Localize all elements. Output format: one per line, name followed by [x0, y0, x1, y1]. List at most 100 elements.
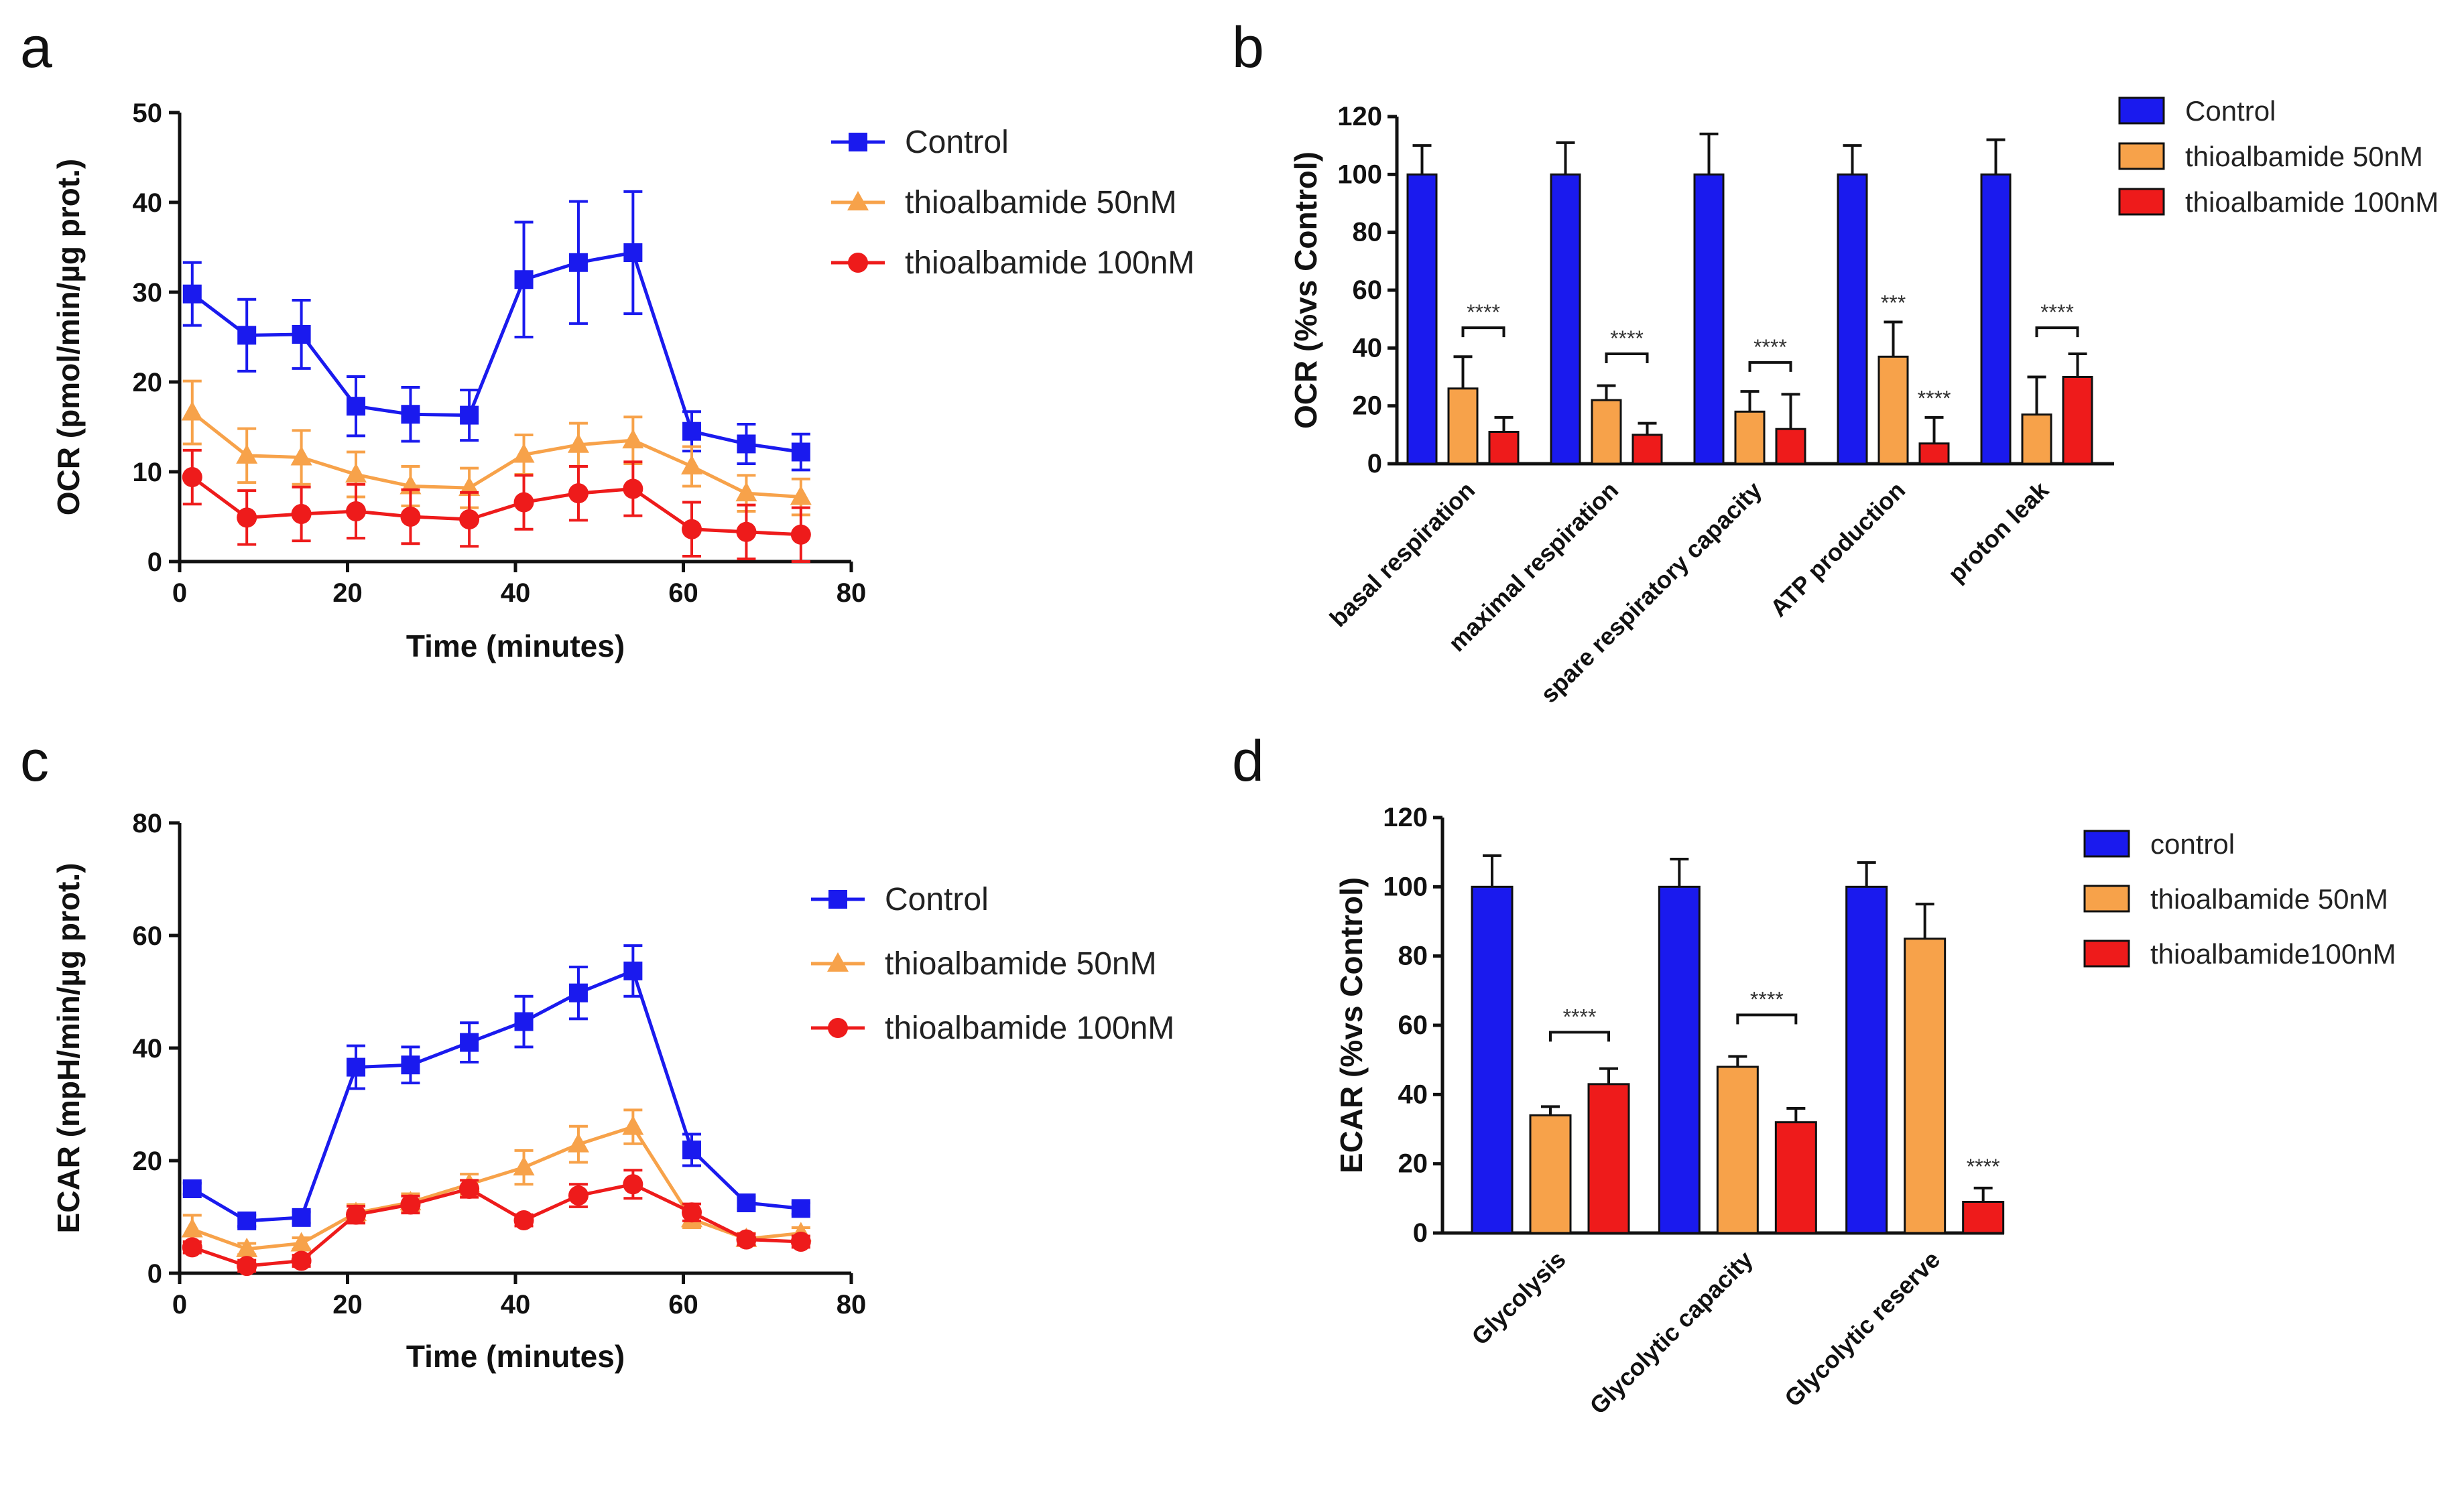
bar-control	[1837, 173, 1868, 465]
bar-thio50	[1904, 937, 1947, 1234]
bar-thio100	[1775, 428, 1806, 465]
series-line	[191, 1124, 802, 1251]
series-thio100	[182, 448, 811, 563]
series-line	[191, 251, 802, 454]
bar-thio50	[1591, 399, 1622, 465]
data-point	[237, 507, 257, 528]
data-point	[682, 422, 702, 441]
x-tick-label: 0	[172, 578, 187, 608]
data-point	[736, 1229, 757, 1250]
significance-bracket	[1605, 352, 1649, 363]
y-tick-label: 120	[1383, 803, 1428, 832]
bar-control	[1845, 885, 1888, 1234]
bar-thio100	[1962, 1201, 2005, 1234]
legend-marker	[828, 890, 847, 909]
data-point	[401, 405, 420, 424]
y-tick-label: 0	[1413, 1218, 1428, 1248]
data-point	[622, 1115, 644, 1135]
y-tick-label: 80	[1398, 942, 1428, 971]
y-tick-label: 80	[133, 809, 163, 838]
data-point	[460, 405, 479, 425]
data-point	[292, 1208, 311, 1227]
data-point	[682, 1202, 702, 1223]
data-point	[790, 524, 811, 545]
x-tick-label: 20	[332, 578, 363, 608]
legend-swatch	[2083, 885, 2130, 913]
bar-thio100	[1918, 442, 1950, 465]
y-tick-label: 20	[133, 1147, 163, 1176]
x-axis-title: Time (minutes)	[406, 1339, 625, 1374]
y-tick-label: 100	[1337, 159, 1382, 189]
significance-label: ****	[1967, 1155, 2000, 1179]
data-point	[400, 507, 421, 527]
legend-marker	[827, 952, 849, 972]
data-point	[236, 1237, 258, 1257]
series-thio50	[181, 1108, 812, 1257]
x-axis-title: Time (minutes)	[406, 629, 625, 663]
x-tick-label: 40	[501, 578, 531, 608]
y-tick-label: 20	[133, 368, 163, 397]
legend-label: thioalbamide 50nM	[885, 946, 1157, 982]
data-point	[347, 1057, 366, 1077]
legend-label: Control	[885, 882, 989, 917]
data-point	[622, 429, 644, 449]
panel-label-a: a	[20, 15, 52, 80]
data-point	[568, 253, 588, 272]
data-point	[182, 467, 202, 488]
legend-label: thioalbamide 100nM	[2185, 186, 2439, 218]
significance-bracket	[1748, 361, 1792, 372]
data-point	[181, 401, 203, 421]
legend-marker	[847, 191, 869, 210]
data-point	[567, 433, 589, 453]
data-point	[237, 1256, 257, 1277]
series-control	[182, 190, 810, 472]
category-label: ATP production	[1765, 476, 1911, 623]
x-tick-label: 80	[837, 578, 867, 608]
data-point	[513, 1210, 534, 1231]
y-tick-label: 20	[1398, 1149, 1428, 1179]
legend-label: Control	[2185, 95, 2276, 127]
y-tick-label: 40	[1398, 1080, 1428, 1109]
series-line	[191, 411, 802, 499]
x-tick-label: 60	[668, 1290, 698, 1319]
y-tick-label: 0	[1367, 449, 1382, 478]
bar-thio50	[1734, 410, 1766, 465]
chart-panel-d: 0 20 40 60 80 100 120 ECAR (%vs Control) Glycoly…	[1334, 803, 2396, 1419]
y-tick-label: 30	[133, 278, 163, 308]
bar-thio100	[2062, 376, 2093, 465]
data-point	[623, 243, 643, 263]
legend-marker	[849, 133, 867, 151]
significance-label: ****	[1918, 387, 1951, 411]
category-label: Glycolysis	[1466, 1246, 1570, 1350]
data-point	[290, 1232, 312, 1252]
legend-swatch	[2118, 96, 2165, 125]
significance-label: ****	[1610, 326, 1644, 350]
y-tick-label: 50	[133, 99, 163, 128]
y-tick-label: 60	[1353, 275, 1383, 305]
bar-thio50	[1447, 387, 1479, 465]
bar-thio100	[1774, 1121, 1817, 1234]
data-point	[292, 324, 311, 344]
x-tick-label: 60	[668, 578, 698, 608]
data-point	[236, 444, 258, 464]
y-tick-label: 60	[1398, 1011, 1428, 1040]
x-tick-label: 80	[837, 1290, 867, 1319]
bar-control	[1550, 173, 1581, 465]
data-point	[181, 1218, 203, 1238]
legend-label: thioalbamide100nM	[2150, 938, 2396, 970]
y-axis-title: ECAR (%vs Control)	[1334, 877, 1369, 1173]
significance-label: ****	[1750, 988, 1784, 1012]
chart-panel-c: 0 20 40 60 80 0 20 40 60 80 Time (minutes) ECAR (mp…	[51, 809, 1174, 1374]
data-point	[623, 1174, 643, 1195]
data-point	[623, 961, 643, 980]
bar-thio50	[2021, 413, 2052, 465]
series-control	[182, 944, 810, 1230]
series-line	[191, 968, 802, 1223]
legend-swatch	[2118, 142, 2165, 170]
data-point	[347, 397, 366, 416]
significance-label: ****	[2040, 300, 2074, 324]
data-point	[345, 463, 367, 483]
data-point	[237, 326, 257, 345]
